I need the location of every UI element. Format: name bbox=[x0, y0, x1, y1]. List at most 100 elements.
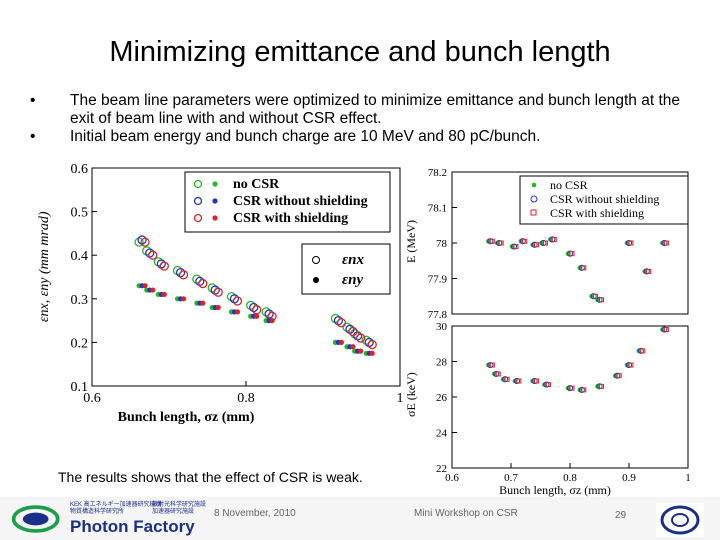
data-point bbox=[486, 238, 491, 244]
data-point bbox=[522, 238, 528, 244]
data-point bbox=[545, 382, 551, 388]
legend-label: εny bbox=[342, 272, 363, 288]
data-point bbox=[496, 239, 503, 247]
data-point bbox=[595, 297, 600, 303]
x-tick-label: 1 bbox=[397, 391, 404, 406]
data-point bbox=[512, 378, 518, 384]
legend-marker bbox=[193, 196, 203, 206]
data-point bbox=[540, 239, 547, 247]
data-point bbox=[215, 304, 221, 311]
logo-subtitle-line: 物質構造科学研究所 bbox=[70, 509, 125, 515]
x-axis-label: Bunch length, σz (mm) bbox=[499, 483, 611, 497]
logo-subtitle-line: 放射光科学研究施設 bbox=[152, 502, 207, 508]
y-tick-label: 0.4 bbox=[71, 249, 89, 264]
y-tick-label: 78.1 bbox=[428, 203, 447, 215]
data-point bbox=[628, 240, 634, 246]
data-point bbox=[577, 265, 583, 271]
slide-title: Minimizing emittance and bunch length bbox=[109, 36, 611, 68]
data-point bbox=[569, 251, 575, 257]
data-point bbox=[500, 376, 506, 382]
energy-spread-chart: 22 24 26 28 30 0.6 0.7 0.8 0.9 1 Bunch length, σz … bbox=[404, 321, 691, 497]
legend-label: CSR with shielding bbox=[550, 206, 644, 220]
legend-marker bbox=[530, 209, 537, 216]
y-tick-label: 28 bbox=[436, 357, 448, 369]
data-point bbox=[530, 378, 535, 384]
data-point bbox=[596, 296, 603, 303]
data-point bbox=[489, 362, 495, 368]
pf-logo-icon bbox=[11, 505, 60, 533]
data-point bbox=[198, 278, 208, 289]
footer-bar bbox=[0, 497, 720, 540]
x-tick-label: 0.6 bbox=[445, 472, 459, 484]
data-point bbox=[519, 238, 526, 245]
data-point bbox=[624, 362, 630, 368]
data-point bbox=[531, 377, 538, 385]
page-number: 29 bbox=[615, 510, 627, 521]
data-point bbox=[487, 238, 494, 245]
data-point bbox=[534, 242, 540, 248]
data-point bbox=[200, 300, 206, 306]
y-tick-label: 0.2 bbox=[71, 336, 89, 351]
y-axis-label: εnx, εny (mm mrad) bbox=[37, 211, 52, 322]
data-point bbox=[516, 378, 522, 384]
legend-marker bbox=[312, 256, 320, 264]
y-tick-label: 0.3 bbox=[71, 293, 89, 308]
data-point bbox=[549, 236, 556, 243]
data-point bbox=[509, 244, 515, 249]
x-tick-label: 0.8 bbox=[563, 472, 577, 484]
data-point bbox=[502, 376, 509, 383]
y-tick-label: 78.2 bbox=[428, 167, 447, 179]
data-point bbox=[159, 261, 169, 271]
data-point bbox=[642, 269, 647, 274]
legend-label: CSR without shielding bbox=[550, 192, 659, 206]
y-tick-label: 77.8 bbox=[428, 309, 448, 320]
data-point bbox=[495, 371, 501, 377]
data-point bbox=[513, 244, 519, 250]
x-tick-label: 0.9 bbox=[622, 472, 636, 484]
data-point bbox=[548, 237, 553, 242]
data-point bbox=[599, 297, 604, 303]
kek-logo-icon bbox=[656, 503, 704, 537]
data-point bbox=[581, 265, 587, 271]
x-tick-label: 0.6 bbox=[83, 391, 101, 406]
data-point bbox=[565, 385, 571, 391]
data-point bbox=[643, 268, 650, 275]
data-point bbox=[358, 348, 364, 354]
bullet-dot: • bbox=[30, 92, 36, 109]
legend-marker bbox=[212, 181, 218, 187]
y-tick-label: 0.6 bbox=[71, 162, 89, 177]
data-point bbox=[180, 296, 187, 302]
legend-marker bbox=[212, 215, 218, 221]
data-point bbox=[336, 318, 347, 328]
data-point bbox=[578, 386, 585, 394]
data-point bbox=[565, 251, 571, 256]
y-tick-label: 78 bbox=[436, 238, 448, 250]
data-point bbox=[612, 373, 618, 378]
data-point bbox=[628, 362, 634, 368]
data-point bbox=[637, 347, 644, 354]
legend-marker bbox=[531, 182, 537, 188]
x-tick-label: 1 bbox=[685, 472, 691, 484]
x-tick-label: 0.8 bbox=[237, 391, 255, 406]
data-point bbox=[498, 240, 504, 246]
legend-label: no CSR bbox=[233, 177, 280, 192]
data-point bbox=[355, 333, 366, 343]
data-point bbox=[140, 237, 150, 247]
data-point bbox=[269, 318, 275, 324]
data-point bbox=[531, 241, 538, 248]
data-point bbox=[161, 291, 167, 298]
legend-marker bbox=[530, 195, 538, 203]
legend-marker bbox=[313, 277, 319, 283]
bullet-text: Initial beam energy and bunch charge are… bbox=[70, 128, 541, 145]
logo-subtitle-2: 放射光科学研究施設 加速器研究施設 bbox=[152, 502, 206, 516]
data-point bbox=[504, 376, 510, 382]
y-tick-label: 0.5 bbox=[71, 206, 89, 221]
logo-subtitle-line: KEK 高エネルギー加速器研究機構 bbox=[70, 502, 162, 508]
legend-label: no CSR bbox=[550, 178, 588, 192]
data-point bbox=[487, 361, 494, 369]
data-point bbox=[178, 270, 189, 280]
bullet-dot: • bbox=[30, 128, 36, 145]
data-point bbox=[367, 339, 377, 350]
data-point bbox=[486, 362, 491, 368]
data-point bbox=[566, 385, 574, 392]
